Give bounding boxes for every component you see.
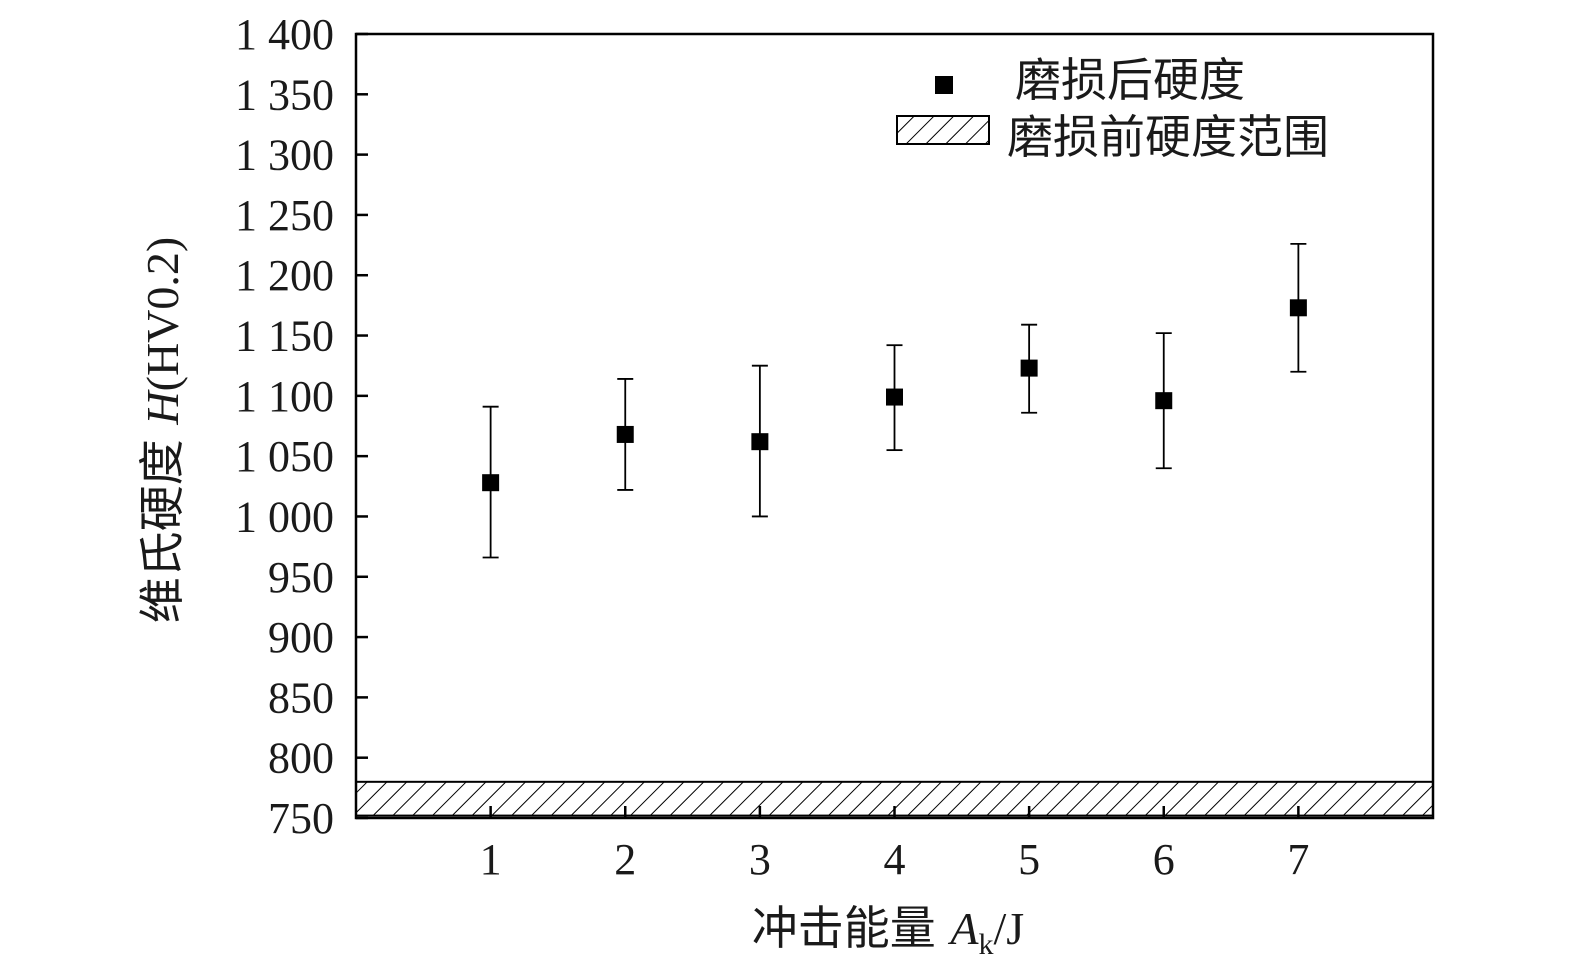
x-tick-label: 5 xyxy=(1018,835,1040,884)
data-point xyxy=(751,433,769,451)
y-tick-label: 1 400 xyxy=(235,10,334,59)
x-axis-label-var: A xyxy=(947,903,979,954)
x-axis-label: 冲击能量 Ak/J xyxy=(752,901,1024,961)
x-axis-label-unit: /J xyxy=(994,903,1025,954)
y-axis-label: 维氏硬度 H(HV0.2) xyxy=(135,237,189,623)
x-tick-label: 6 xyxy=(1153,835,1175,884)
data-point xyxy=(1155,392,1173,410)
y-tick-label: 750 xyxy=(268,794,334,843)
data-point xyxy=(616,425,634,443)
y-tick-label: 1 200 xyxy=(235,251,334,300)
y-axis-label-unit: (HV0.2) xyxy=(137,237,188,392)
y-tick-label: 1 100 xyxy=(235,372,334,421)
y-tick-label: 800 xyxy=(268,734,334,783)
x-tick-label: 4 xyxy=(884,835,906,884)
x-axis-label-main: 冲击能量 xyxy=(752,901,951,955)
legend-marker-square xyxy=(935,76,953,94)
y-tick-label: 1 300 xyxy=(235,131,334,180)
data-point xyxy=(886,388,903,406)
y-tick-label: 950 xyxy=(268,553,334,602)
data-point xyxy=(1020,359,1038,377)
x-tick-label: 1 xyxy=(480,835,502,884)
y-tick-label: 850 xyxy=(268,673,334,722)
y-axis-label-main: 维氏硬度 xyxy=(135,425,189,624)
y-tick-label: 900 xyxy=(268,613,334,662)
x-axis-ticks: 1 2 3 4 5 6 7 xyxy=(480,806,1309,884)
x-tick-label: 2 xyxy=(614,835,636,884)
data-point xyxy=(1289,299,1307,317)
y-tick-label: 1 050 xyxy=(235,432,334,481)
x-tick-label: 3 xyxy=(749,835,771,884)
y-tick-label: 1 000 xyxy=(235,492,334,541)
legend-hatch-swatch xyxy=(896,115,990,145)
x-axis-label-sub: k xyxy=(979,928,994,961)
y-tick-label: 1 350 xyxy=(235,70,334,119)
legend: 磨损后硬度 磨损前硬度范围 xyxy=(896,53,1329,164)
legend-label-before-wear-range: 磨损前硬度范围 xyxy=(1007,110,1329,164)
y-axis-ticks: 1 400 1 350 1 300 1 250 1 200 1 150 1 100 1 050… xyxy=(235,10,368,843)
x-tick-label: 7 xyxy=(1287,835,1309,884)
data-point-layer xyxy=(482,299,1307,492)
data-point xyxy=(482,474,500,492)
y-tick-label: 1 150 xyxy=(235,312,334,361)
y-tick-label: 1 250 xyxy=(235,191,334,240)
legend-label-after-wear: 磨损后硬度 xyxy=(1015,53,1245,107)
y-axis-label-var: H xyxy=(137,389,188,426)
